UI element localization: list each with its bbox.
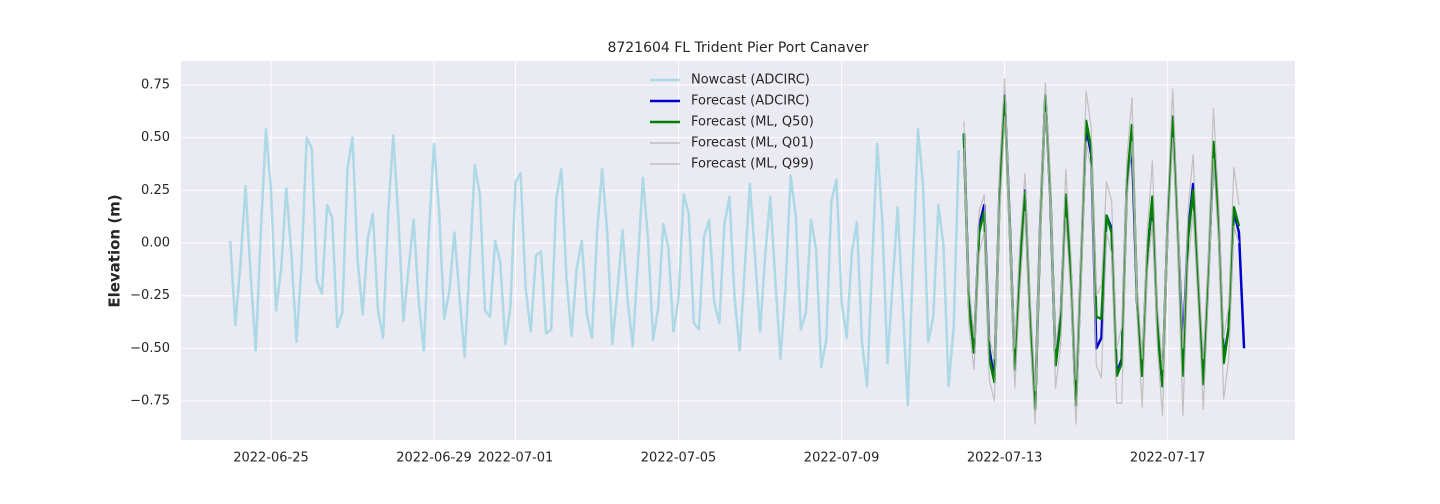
legend-label: Nowcast (ADCIRC) — [691, 73, 810, 88]
y-tick-label: −0.50 — [130, 341, 170, 356]
x-tick-label: 2022-07-05 — [641, 451, 717, 466]
legend-label: Forecast (ADCIRC) — [691, 94, 810, 109]
x-tick-label: 2022-07-13 — [967, 451, 1043, 466]
series-line — [229, 128, 961, 407]
x-tick-label: 2022-07-17 — [1130, 451, 1206, 466]
series-line — [963, 111, 1240, 425]
lines — [229, 78, 1246, 425]
y-tick-label: 0.50 — [141, 130, 170, 145]
y-tick-label: 0.25 — [141, 183, 170, 198]
x-tick-label: 2022-06-29 — [396, 451, 472, 466]
chart-title: 8721604 FL Trident Pier Port Canaver — [607, 40, 868, 56]
series-line — [963, 78, 1240, 392]
y-axis-label: Elevation (m) — [106, 194, 124, 307]
x-tick-label: 2022-06-25 — [233, 451, 309, 466]
legend-label: Forecast (ML, Q99) — [691, 157, 814, 172]
y-tick-label: −0.25 — [130, 288, 170, 303]
legend: Nowcast (ADCIRC) Forecast (ADCIRC) Forecas… — [650, 73, 814, 172]
x-tick-label: 2022-07-09 — [804, 451, 880, 466]
x-tick-label: 2022-07-01 — [478, 451, 554, 466]
y-tick-label: 0.75 — [141, 78, 170, 93]
legend-label: Forecast (ML, Q01) — [691, 136, 814, 151]
y-tick-label: −0.75 — [130, 394, 170, 409]
legend-label: Forecast (ML, Q50) — [691, 115, 814, 130]
grid — [181, 61, 1295, 440]
y-tick-label: 0.00 — [141, 236, 170, 251]
